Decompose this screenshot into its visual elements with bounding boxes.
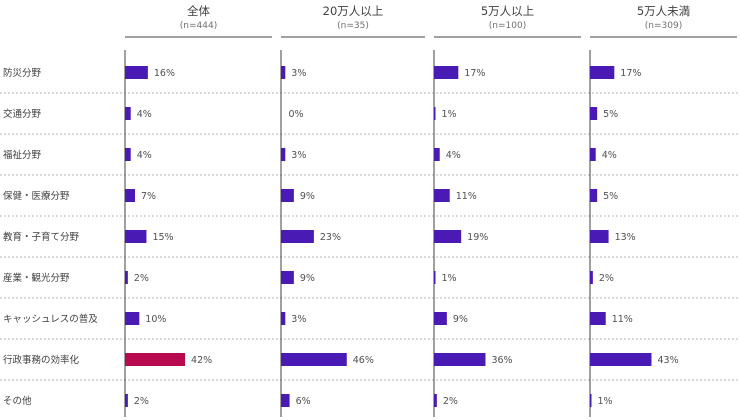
bar	[434, 66, 459, 79]
bar	[590, 230, 609, 243]
value-label: 42%	[191, 355, 212, 366]
value-label: 2%	[134, 396, 149, 407]
value-label: 3%	[291, 68, 306, 79]
bar	[590, 148, 596, 161]
value-label: 4%	[446, 150, 461, 161]
bar	[281, 189, 294, 202]
group-title: 5万人未満	[637, 4, 690, 18]
value-label: 1%	[442, 273, 457, 284]
group-sample-size: (n=100)	[489, 21, 526, 31]
bar	[281, 148, 286, 161]
bar	[590, 312, 606, 325]
value-label: 17%	[620, 68, 641, 79]
category-label: キャッシュレスの普及	[3, 313, 98, 325]
category-label: 防災分野	[3, 67, 42, 79]
group-sample-size: (n=309)	[645, 21, 682, 31]
bar	[590, 271, 593, 284]
category-label: 教育・子育て分野	[3, 231, 80, 243]
bar	[125, 66, 148, 79]
bar	[125, 230, 147, 243]
value-label: 19%	[467, 232, 488, 243]
value-label: 46%	[353, 355, 374, 366]
group-title: 20万人以上	[323, 4, 384, 18]
bar	[281, 353, 347, 366]
bar	[434, 148, 440, 161]
value-label: 2%	[443, 396, 458, 407]
bar	[434, 230, 462, 243]
bar	[281, 230, 314, 243]
category-label: 行政事務の効率化	[3, 354, 80, 366]
group-sample-size: (n=444)	[180, 21, 217, 31]
value-label: 10%	[145, 314, 166, 325]
value-label: 2%	[134, 273, 149, 284]
value-label: 11%	[612, 314, 633, 325]
group-title: 全体	[187, 4, 210, 18]
value-label: 11%	[456, 191, 477, 202]
bar	[434, 107, 436, 120]
bar	[125, 148, 131, 161]
category-label: 福祉分野	[3, 149, 42, 161]
group-title: 5万人以上	[481, 4, 534, 18]
bar	[125, 189, 136, 202]
value-label: 9%	[300, 273, 315, 284]
value-label: 3%	[291, 150, 306, 161]
value-label: 17%	[464, 68, 485, 79]
value-label: 1%	[442, 109, 457, 120]
value-label: 4%	[602, 150, 617, 161]
value-label: 15%	[152, 232, 173, 243]
value-label: 13%	[615, 232, 636, 243]
bar	[434, 271, 436, 284]
bar	[434, 189, 450, 202]
bar	[125, 312, 140, 325]
bar	[590, 353, 652, 366]
bar	[434, 312, 447, 325]
bar	[434, 394, 437, 407]
category-label: 交通分野	[3, 108, 42, 120]
value-label: 9%	[300, 191, 315, 202]
value-label: 36%	[491, 355, 512, 366]
value-label: 43%	[657, 355, 678, 366]
category-label: その他	[3, 395, 32, 407]
bar	[125, 394, 128, 407]
bar	[281, 394, 290, 407]
category-label: 産業・観光分野	[3, 272, 70, 284]
value-label: 1%	[598, 396, 613, 407]
bar	[590, 394, 592, 407]
value-label: 16%	[154, 68, 175, 79]
value-label: 7%	[141, 191, 156, 202]
bar	[281, 271, 294, 284]
bar	[590, 66, 615, 79]
bar	[590, 107, 598, 120]
value-label: 2%	[599, 273, 614, 284]
value-label: 23%	[320, 232, 341, 243]
value-label: 6%	[296, 396, 311, 407]
bar	[125, 107, 131, 120]
value-label: 0%	[289, 109, 304, 120]
value-label: 4%	[137, 150, 152, 161]
bar	[281, 312, 286, 325]
value-label: 4%	[137, 109, 152, 120]
bar	[281, 66, 286, 79]
value-label: 3%	[291, 314, 306, 325]
value-label: 5%	[603, 191, 618, 202]
value-label: 9%	[453, 314, 468, 325]
bar	[125, 271, 128, 284]
bar	[590, 189, 598, 202]
bar-highlighted	[125, 353, 186, 366]
bar	[434, 353, 486, 366]
category-label: 保健・医療分野	[3, 190, 70, 202]
group-sample-size: (n=35)	[337, 21, 369, 31]
value-label: 5%	[603, 109, 618, 120]
